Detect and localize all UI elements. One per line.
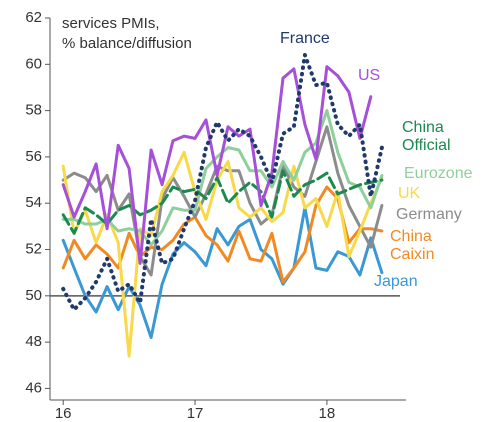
series-line [61, 150, 384, 358]
y-tick-label: 54 [25, 194, 42, 211]
series-line [61, 185, 384, 284]
series-line [61, 169, 384, 235]
legend-label: UK [398, 185, 421, 202]
x-tick-label: 17 [187, 405, 204, 422]
legend-label: Eurozone [404, 165, 473, 182]
y-tick-label: 56 [25, 148, 42, 165]
legend-label: France [280, 30, 330, 47]
y-tick-label: 62 [25, 9, 42, 26]
legend-label: Japan [374, 273, 418, 290]
legend-label: US [358, 67, 381, 84]
legend-label: Germany [396, 206, 462, 223]
y-tick-label: 50 [25, 287, 42, 304]
series-line [61, 206, 384, 339]
y-tick-label: 60 [25, 55, 42, 72]
y-tick-label: 58 [25, 102, 42, 119]
y-tick-label: 48 [25, 333, 42, 350]
annotation: services PMIs, % balance/diffusion [62, 15, 192, 52]
y-tick-label: 46 [25, 379, 42, 396]
x-tick-label: 18 [319, 405, 336, 422]
y-tick-label: 52 [25, 240, 42, 257]
x-tick-label: 16 [55, 405, 72, 422]
legend-label: China Caixin [390, 228, 435, 263]
series-line [61, 53, 384, 312]
legend-label: China Official [402, 119, 451, 154]
series-line [61, 65, 373, 265]
